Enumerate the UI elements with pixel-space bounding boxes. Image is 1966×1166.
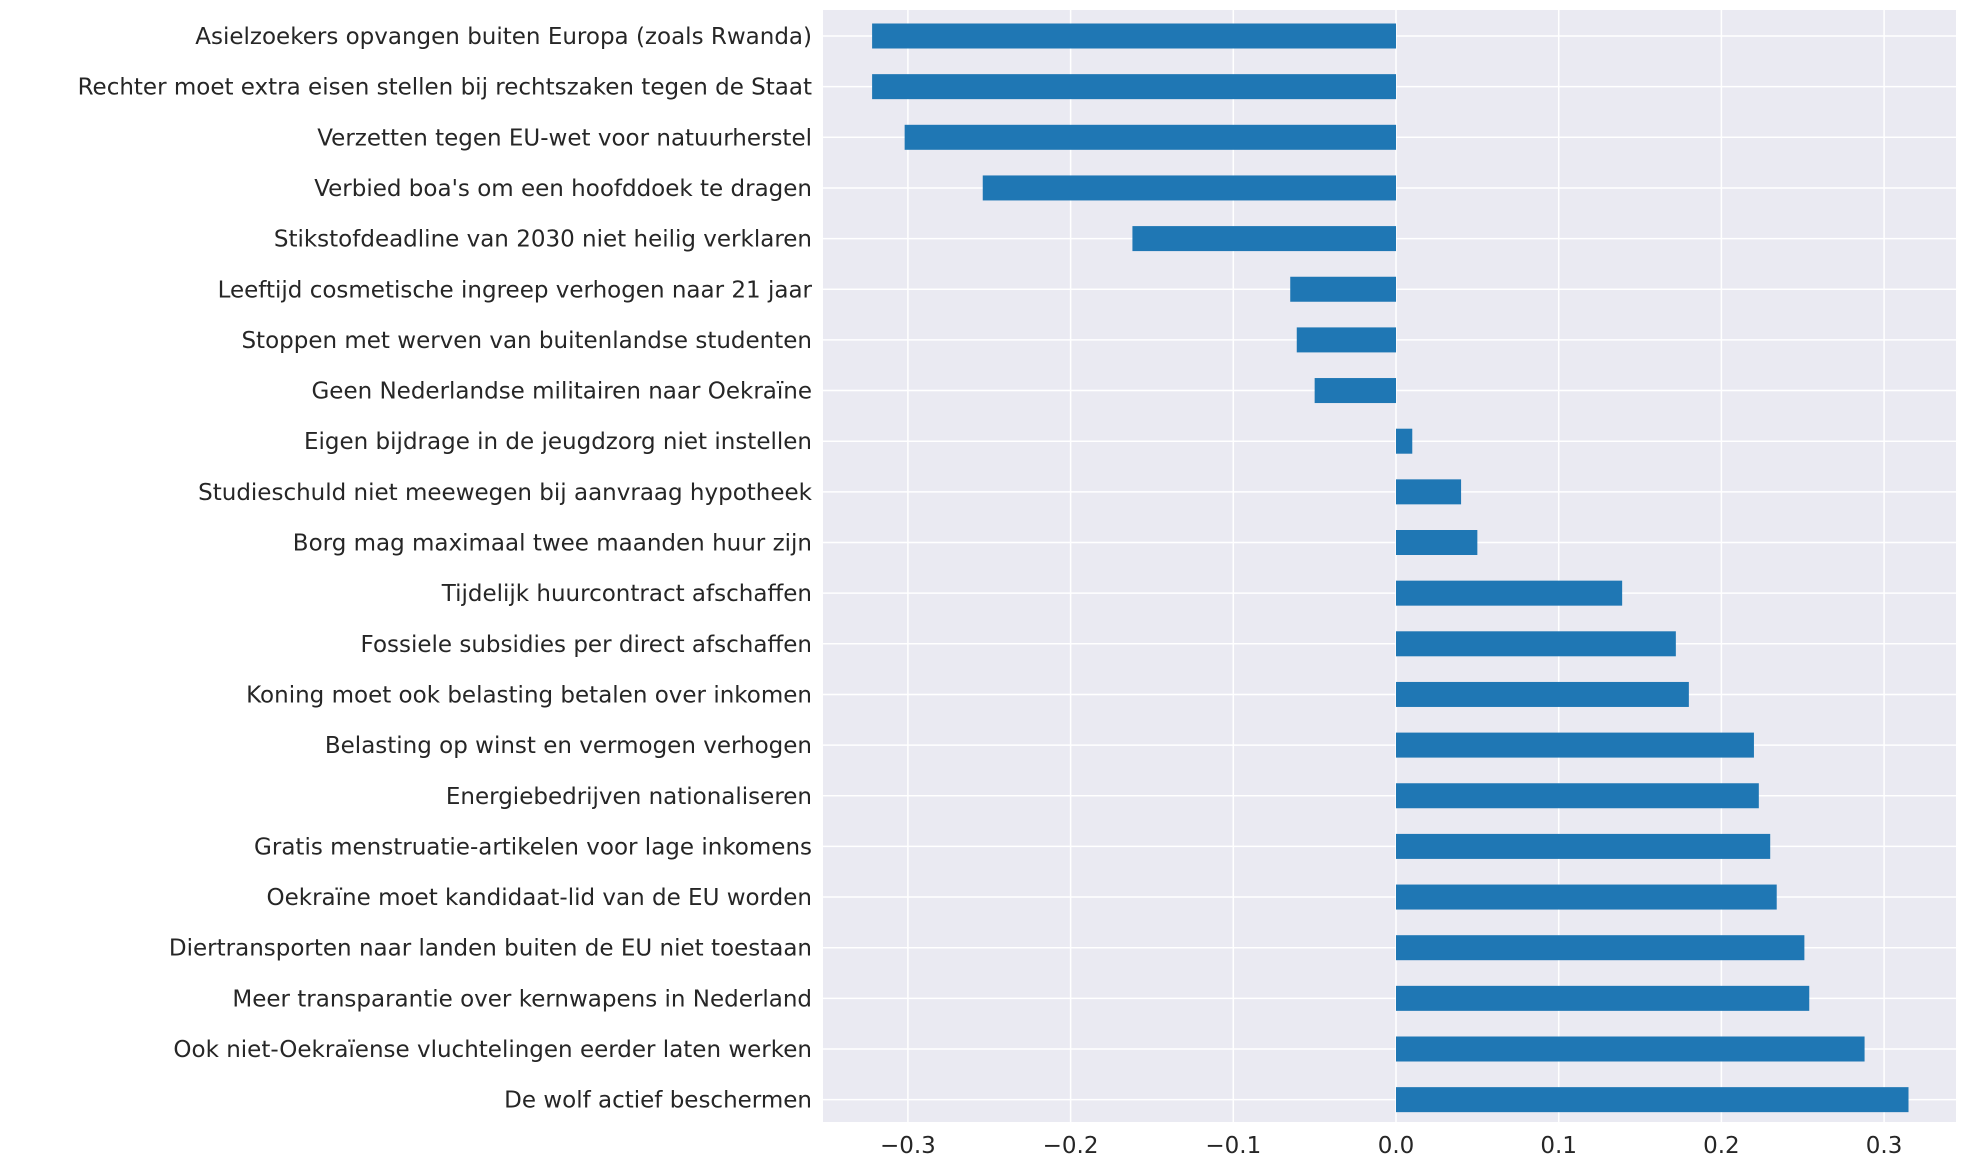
bar bbox=[1396, 631, 1676, 657]
category-label: Rechter moet extra eisen stellen bij rec… bbox=[78, 75, 812, 101]
category-label: Asielzoekers opvangen buiten Europa (zoa… bbox=[195, 24, 812, 50]
bar bbox=[1396, 428, 1413, 454]
category-label: Studieschuld niet meewegen bij aanvraag … bbox=[198, 480, 813, 506]
bar bbox=[1396, 530, 1478, 555]
bar bbox=[872, 23, 1396, 49]
bar bbox=[1396, 833, 1771, 859]
category-label: Tijdelijk huurcontract afschaffen bbox=[441, 581, 812, 607]
category-label: Fossiele subsidies per direct afschaffen bbox=[361, 632, 812, 658]
bar bbox=[982, 175, 1396, 201]
x-tick-label: 0.2 bbox=[1703, 1133, 1740, 1159]
bar bbox=[1132, 226, 1396, 252]
category-label: Energiebedrijven nationaliseren bbox=[446, 784, 812, 810]
category-label: Gratis menstruatie-artikelen voor lage i… bbox=[254, 834, 812, 860]
bar bbox=[1396, 580, 1623, 606]
bar bbox=[1396, 732, 1754, 758]
category-label: Borg mag maximaal twee maanden huur zijn bbox=[293, 531, 812, 557]
bar bbox=[1396, 884, 1777, 910]
bar bbox=[1396, 1036, 1865, 1062]
x-tick-label: −0.3 bbox=[880, 1133, 936, 1159]
x-tick-label: 0.0 bbox=[1378, 1133, 1415, 1159]
bar bbox=[1314, 378, 1396, 404]
category-label: Belasting op winst en vermogen verhogen bbox=[325, 733, 812, 759]
category-label: Diertransporten naar landen buiten de EU… bbox=[169, 936, 812, 962]
category-labels: Asielzoekers opvangen buiten Europa (zoa… bbox=[78, 24, 813, 1114]
category-label: Meer transparantie over kernwapens in Ne… bbox=[232, 986, 812, 1012]
category-label: Stikstofdeadline van 2030 niet heilig ve… bbox=[274, 227, 812, 253]
bar bbox=[1396, 681, 1689, 707]
x-tick-label: 0.3 bbox=[1866, 1133, 1903, 1159]
bar bbox=[1296, 327, 1396, 353]
x-tick-labels: −0.3 −0.2 −0.1 0.0 0.1 0.2 0.3 bbox=[880, 1133, 1902, 1159]
category-label: Verbied boa's om een hoofddoek te dragen bbox=[314, 176, 812, 202]
category-label: Verzetten tegen EU-wet voor natuurherste… bbox=[317, 125, 812, 151]
category-label: Stoppen met werven van buitenlandse stud… bbox=[241, 328, 812, 354]
bar bbox=[1396, 1087, 1909, 1113]
x-tick-label: −0.1 bbox=[1205, 1133, 1261, 1159]
bar bbox=[1396, 783, 1759, 809]
category-label: Leeftijd cosmetische ingreep verhogen na… bbox=[218, 277, 813, 303]
category-label: Koning moet ook belasting betalen over i… bbox=[246, 682, 812, 708]
x-tick-label: −0.2 bbox=[1043, 1133, 1099, 1159]
x-tick-label: 0.1 bbox=[1540, 1133, 1577, 1159]
category-label: Geen Nederlandse militairen naar Oekraïn… bbox=[311, 379, 812, 405]
bar bbox=[904, 124, 1396, 150]
bars bbox=[872, 23, 1909, 1113]
category-label: Oekraïne moet kandidaat-lid van de EU wo… bbox=[267, 885, 812, 911]
bar bbox=[872, 74, 1396, 100]
category-label: Eigen bijdrage in de jeugdzorg niet inst… bbox=[304, 429, 812, 455]
bar bbox=[1396, 479, 1462, 505]
category-label: De wolf actief beschermen bbox=[504, 1088, 812, 1114]
bar bbox=[1290, 276, 1396, 302]
category-label: Ook niet-Oekraïense vluchtelingen eerder… bbox=[173, 1037, 812, 1063]
bar bbox=[1396, 935, 1805, 961]
bar bbox=[1396, 985, 1810, 1011]
